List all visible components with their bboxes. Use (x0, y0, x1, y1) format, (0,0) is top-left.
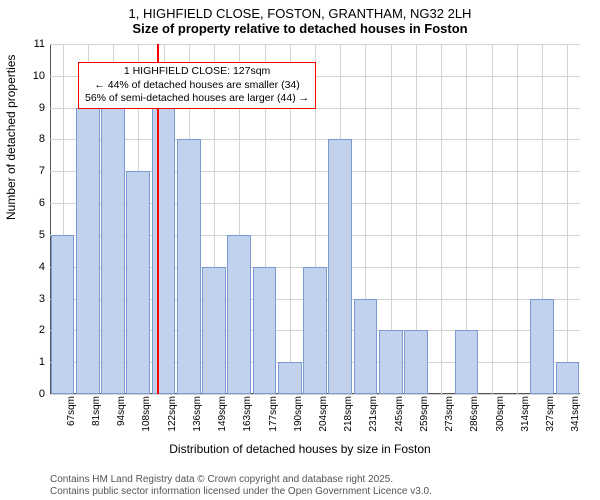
ytick-label: 7 (25, 165, 45, 177)
xtick-label: 190sqm (293, 396, 304, 446)
bar (202, 267, 226, 394)
ytick-label: 3 (25, 293, 45, 305)
bar (303, 267, 327, 394)
ytick-label: 2 (25, 324, 45, 336)
ytick-label: 8 (25, 133, 45, 145)
xtick-label: 327sqm (545, 396, 556, 446)
ytick-label: 1 (25, 356, 45, 368)
bar (177, 139, 201, 394)
xtick-label: 259sqm (419, 396, 430, 446)
xtick-label: 177sqm (268, 396, 279, 446)
bar (404, 330, 428, 394)
xtick-label: 163sqm (242, 396, 253, 446)
gridline-v (492, 44, 493, 394)
gridline-v (441, 44, 442, 394)
xtick-label: 108sqm (141, 396, 152, 446)
xtick-label: 245sqm (394, 396, 405, 446)
title-address: 1, HIGHFIELD CLOSE, FOSTON, GRANTHAM, NG… (0, 0, 600, 21)
bar (278, 362, 302, 394)
bar (530, 299, 554, 394)
xtick-label: 67sqm (66, 396, 77, 446)
xtick-label: 94sqm (116, 396, 127, 446)
xtick-label: 300sqm (495, 396, 506, 446)
bar (253, 267, 277, 394)
ytick-label: 0 (25, 388, 45, 400)
bar (227, 235, 251, 394)
annotation-box: 1 HIGHFIELD CLOSE: 127sqm← 44% of detach… (78, 62, 316, 109)
annotation-line2: ← 44% of detached houses are smaller (34… (85, 79, 309, 93)
xtick-label: 286sqm (469, 396, 480, 446)
copyright-line2: Contains public sector information licen… (50, 486, 432, 498)
bar (51, 235, 75, 394)
xtick-label: 218sqm (343, 396, 354, 446)
xtick-label: 81sqm (91, 396, 102, 446)
xtick-label: 136sqm (192, 396, 203, 446)
bar (354, 299, 378, 394)
ytick-label: 11 (25, 38, 45, 50)
bar (455, 330, 479, 394)
bar (76, 108, 100, 394)
annotation-line1: 1 HIGHFIELD CLOSE: 127sqm (85, 65, 309, 79)
xtick-label: 341sqm (570, 396, 581, 446)
xtick-label: 231sqm (368, 396, 379, 446)
gridline-v (567, 44, 568, 394)
copyright-notice: Contains HM Land Registry data © Crown c… (50, 474, 432, 498)
bar (126, 171, 150, 394)
plot-area: 1 HIGHFIELD CLOSE: 127sqm← 44% of detach… (50, 44, 580, 394)
xtick-label: 314sqm (520, 396, 531, 446)
copyright-line1: Contains HM Land Registry data © Crown c… (50, 474, 432, 486)
y-axis-label: Number of detached properties (4, 55, 18, 220)
title-subtitle: Size of property relative to detached ho… (0, 21, 600, 36)
xtick-label: 149sqm (217, 396, 228, 446)
xtick-label: 122sqm (167, 396, 178, 446)
ytick-label: 6 (25, 197, 45, 209)
gridline-v (517, 44, 518, 394)
annotation-line3: 56% of semi-detached houses are larger (… (85, 92, 309, 106)
bar (101, 108, 125, 394)
bar (379, 330, 403, 394)
xtick-label: 204sqm (318, 396, 329, 446)
ytick-label: 4 (25, 261, 45, 273)
ytick-label: 9 (25, 102, 45, 114)
bar (556, 362, 580, 394)
ytick-label: 5 (25, 229, 45, 241)
ytick-label: 10 (25, 70, 45, 82)
bar (328, 139, 352, 394)
xtick-label: 273sqm (444, 396, 455, 446)
bar (152, 108, 176, 394)
gridline-h (50, 394, 580, 395)
